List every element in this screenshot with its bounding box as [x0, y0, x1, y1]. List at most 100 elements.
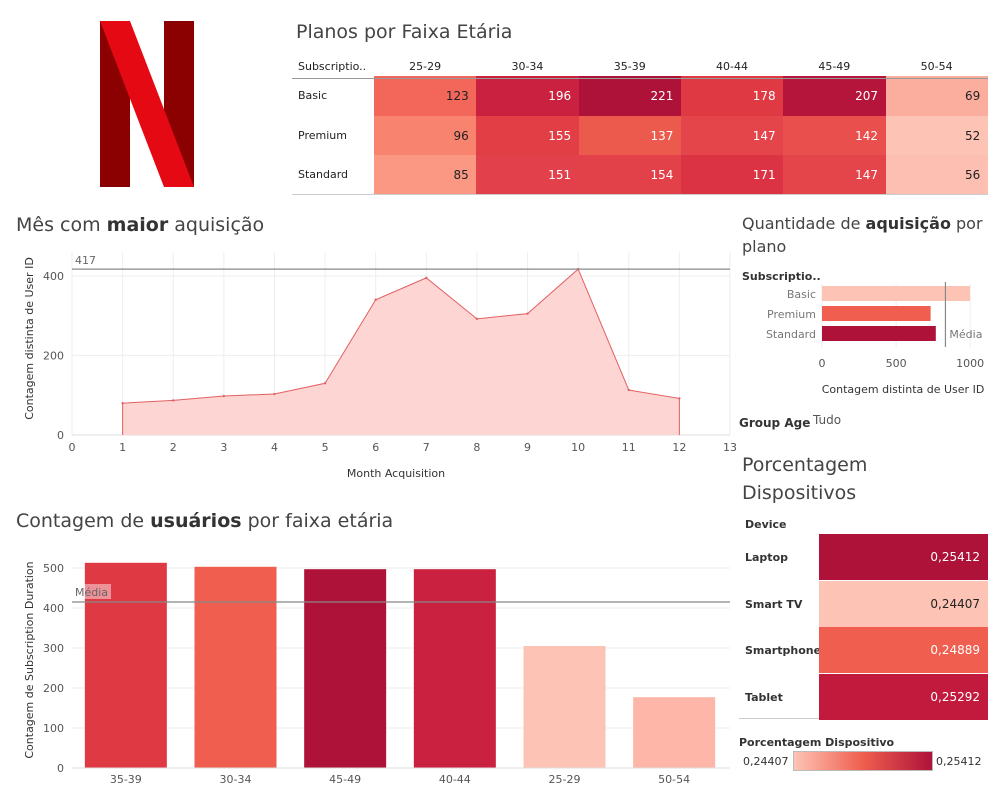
plans-table: Subscriptio.. 25-29 30-34 35-39 40-44 45-49 5… [292, 56, 989, 196]
age-bar[interactable] [523, 646, 606, 768]
month-x-tick: 0 [69, 441, 76, 454]
age-x-tick: 30-34 [220, 773, 252, 786]
month-point[interactable] [425, 276, 428, 280]
month-y-tick: 400 [43, 270, 64, 283]
plans-cell[interactable]: 69 [885, 76, 989, 116]
plans-corner-header[interactable]: Subscriptio.. [298, 60, 367, 73]
month-point[interactable] [678, 397, 681, 400]
plans-column-header[interactable]: 50-54 [920, 60, 953, 73]
plans-cell[interactable]: 154 [578, 155, 682, 196]
plans-column-header[interactable]: 35-39 [613, 60, 646, 73]
plans-column-header[interactable]: 30-34 [511, 60, 544, 73]
device-table-title: Porcentagem Dispositivos [742, 454, 868, 504]
plans-row-label[interactable]: Basic [298, 89, 328, 102]
month-point[interactable] [172, 399, 175, 402]
month-x-tick: 11 [622, 441, 636, 454]
age-x-tick: 40-44 [439, 773, 471, 786]
device-row-label[interactable]: Laptop [745, 551, 788, 564]
month-point[interactable] [222, 394, 226, 398]
plans-cell[interactable]: 207 [783, 76, 886, 116]
month-chart-title: Mês com maior aquisição [16, 214, 265, 236]
group-age-label: Group Age [739, 416, 811, 430]
age-bar[interactable] [633, 697, 716, 768]
age-bar[interactable] [304, 569, 387, 768]
plans-column-header[interactable]: 25-29 [409, 60, 442, 73]
device-row-label[interactable]: Smartphone [745, 644, 822, 657]
plans-cell[interactable]: 171 [680, 155, 784, 196]
age-bar[interactable] [84, 562, 167, 768]
device-legend-gradient [793, 751, 933, 771]
plans-row-label[interactable]: Standard [298, 168, 349, 182]
plans-cell[interactable]: 137 [578, 115, 682, 156]
plans-cell[interactable]: 123 [374, 76, 477, 116]
age-bar[interactable] [194, 566, 277, 768]
age-y-tick: 200 [43, 682, 64, 695]
plans-cell[interactable]: 56 [885, 155, 989, 196]
plan-qty-header[interactable]: Subscriptio.. [742, 270, 821, 283]
age-x-tick: 35-39 [110, 773, 142, 786]
month-point[interactable] [475, 317, 479, 321]
plan-bar[interactable] [822, 286, 971, 301]
age-y-tick: 0 [57, 762, 64, 775]
device-value-cell[interactable]: 0,25412 [819, 534, 988, 580]
group-age-filter-value[interactable]: Tudo [813, 413, 842, 427]
plans-cell[interactable]: 196 [476, 76, 580, 116]
month-point[interactable] [526, 312, 529, 315]
plans-cell[interactable]: 155 [476, 115, 580, 156]
plan-x-tick: 1000 [956, 357, 984, 370]
device-value-cell[interactable]: 0,24407 [819, 580, 988, 627]
age-x-tick: 25-29 [549, 773, 581, 786]
plans-cell[interactable]: 178 [680, 76, 784, 116]
netflix-logo [100, 21, 194, 187]
plans-table-title: Planos por Faixa Etária [296, 21, 513, 43]
device-row-label[interactable]: Tablet [745, 690, 783, 704]
month-point[interactable] [627, 388, 630, 392]
month-x-tick: 10 [571, 441, 585, 454]
plan-category-label: Premium [767, 308, 816, 321]
plans-cell[interactable]: 147 [783, 155, 886, 196]
plans-cell[interactable]: 147 [680, 115, 784, 156]
month-point[interactable] [273, 392, 276, 396]
device-value-cell[interactable]: 0,24889 [819, 627, 988, 673]
netflix-n-logo-icon [100, 21, 194, 187]
plan-x-label: Contagem distinta de User ID [822, 383, 985, 396]
plan-bar[interactable] [822, 326, 936, 341]
plans-cell[interactable]: 85 [374, 155, 477, 196]
plans-row-label[interactable]: Premium [298, 128, 347, 142]
plans-cell[interactable]: 96 [374, 115, 477, 156]
age-chart-title: Contagem de usuários por faixa etária [16, 510, 394, 532]
plans-cell[interactable]: 52 [885, 115, 989, 156]
age-bar[interactable] [413, 569, 496, 768]
age-bar-chart: 35-39 30-34 45-49 40-44 25-29 50-54 Média 0 100 2… [23, 561, 730, 786]
device-legend-max: 0,25412 [936, 755, 982, 768]
plans-cell[interactable]: 221 [578, 76, 682, 116]
age-x-tick: 50-54 [658, 773, 690, 786]
plans-column-header[interactable]: 45-49 [818, 60, 851, 73]
month-point[interactable] [121, 401, 124, 405]
plan-reference-label: Média [949, 328, 982, 341]
device-table: Laptop 0,25412 Smart TV 0,24407 Smartphone 0,… [739, 534, 988, 720]
month-x-tick: 9 [524, 441, 531, 454]
plan-category-label: Basic [787, 288, 816, 301]
device-value-cell[interactable]: 0,25292 [819, 673, 988, 720]
plans-bottom-divider [292, 194, 988, 195]
month-area [122, 269, 680, 435]
plans-cell[interactable]: 151 [476, 155, 580, 196]
month-y-label: Contagem distinta de User ID [23, 257, 36, 420]
month-x-tick: 2 [170, 441, 177, 454]
month-x-tick: 13 [723, 441, 737, 454]
plans-cell[interactable]: 142 [783, 115, 886, 156]
month-x-label: Month Acquisition [347, 467, 445, 480]
plan-x-tick: 500 [886, 357, 907, 370]
plan-bar[interactable] [822, 306, 931, 321]
month-point[interactable] [374, 298, 377, 301]
month-point[interactable] [323, 382, 327, 385]
plan-x-tick: 0 [819, 357, 826, 370]
age-y-tick: 100 [43, 722, 64, 735]
plans-column-header[interactable]: 40-44 [716, 60, 749, 73]
month-reference-label: 417 [75, 254, 96, 267]
device-header[interactable]: Device [745, 518, 787, 531]
plan-category-label: Standard [766, 328, 816, 341]
device-row-label[interactable]: Smart TV [745, 597, 803, 611]
age-y-label: Contagem de Subscription Duration [23, 561, 36, 758]
